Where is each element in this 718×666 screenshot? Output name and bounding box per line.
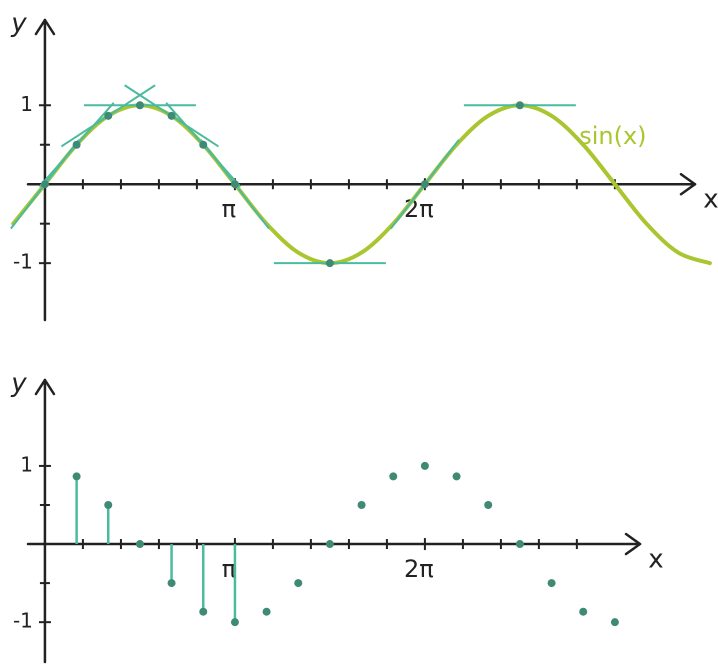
x-axis-label: x	[648, 545, 663, 575]
y-tick-label: 1	[20, 452, 33, 476]
y-axis-label: y	[10, 369, 27, 399]
x-axis-arrow	[624, 532, 642, 556]
data-point	[230, 618, 239, 627]
data-point	[72, 472, 81, 481]
data-point	[72, 140, 81, 149]
x-tick-label: π	[222, 555, 236, 583]
curve	[11, 103, 712, 266]
data-point	[199, 607, 208, 616]
data-point	[579, 607, 588, 616]
data-point	[420, 461, 429, 470]
data-point	[547, 579, 556, 588]
y-axis-arrow	[34, 378, 56, 396]
x-tick-label: 2π	[404, 555, 434, 583]
y-tick-label: -1	[13, 250, 33, 274]
data-point	[104, 111, 113, 120]
curve-label: sin(x)	[579, 122, 646, 150]
data-point	[135, 101, 144, 110]
y-axis-arrow	[34, 18, 56, 36]
x-tick-label: 2π	[404, 195, 434, 223]
data-point	[294, 579, 303, 588]
data-point	[515, 540, 524, 549]
y-axis-label: y	[10, 9, 27, 39]
data-point	[325, 540, 334, 549]
y-tick-label: 1	[20, 92, 33, 116]
data-point	[230, 180, 239, 189]
y-tick-label: -1	[13, 609, 33, 633]
data-point	[40, 180, 49, 189]
data-point	[104, 500, 113, 509]
data-point	[610, 618, 619, 627]
x-tick-label: π	[222, 195, 236, 223]
data-point	[357, 500, 366, 509]
data-point	[167, 579, 176, 588]
x-axis-arrow	[679, 172, 697, 196]
data-point	[262, 607, 271, 616]
data-point	[167, 111, 176, 120]
data-point	[452, 472, 461, 481]
data-point	[484, 500, 493, 509]
x-axis-label: x	[703, 185, 718, 215]
data-point	[199, 140, 208, 149]
data-point	[515, 101, 524, 110]
data-point	[420, 180, 429, 189]
data-point	[135, 540, 144, 549]
data-point	[389, 472, 398, 481]
data-point	[325, 259, 334, 268]
